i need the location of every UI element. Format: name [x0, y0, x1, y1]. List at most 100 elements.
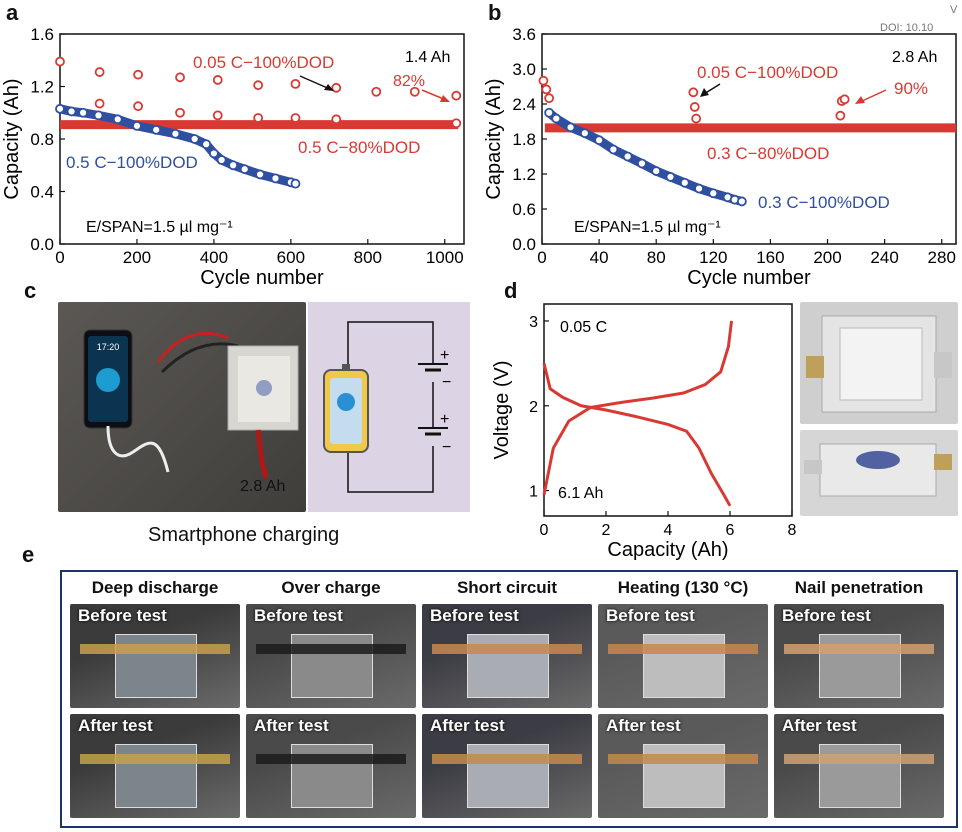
pouch-cell-photo-bottom [800, 430, 958, 516]
series-a-005c-point-5 [175, 72, 185, 83]
test-photo-tag-before: Before test [430, 606, 519, 625]
series-b-100dod-point-0 [544, 107, 555, 118]
test-photo-tag-before: Before test [606, 606, 695, 625]
series-a-100dod-point-0 [55, 103, 65, 114]
x-tick-label-1: 40 [590, 248, 609, 267]
y-tick-label-0: 0.0 [30, 235, 54, 254]
y-tick-label-6: 3.6 [512, 25, 536, 44]
series-b-100dod-point-3 [579, 128, 590, 139]
annotation-rate: 0.05 C [560, 319, 607, 336]
electrode-lead-shape [256, 644, 406, 654]
panel-label-b: b [488, 0, 502, 25]
plus-sign-1: + [440, 347, 449, 364]
x-tick-label-2: 4 [664, 522, 673, 539]
annotation-capacity: 2.8 Ah [892, 49, 937, 66]
x-tick-label-3: 600 [277, 248, 305, 267]
series-a-100dod-point-13 [239, 164, 250, 175]
phone-time: 17:20 [97, 342, 120, 352]
x-tick-label-1: 200 [123, 248, 151, 267]
electrode-lead-shape [784, 644, 934, 654]
y-tick-label-1: 0.4 [30, 183, 54, 202]
circuit-diagram: + − + − [308, 302, 470, 512]
x-tick-label-7: 280 [928, 248, 956, 267]
x-tick-label-1: 2 [602, 522, 611, 539]
x-tick-label-5: 200 [813, 248, 841, 267]
series-a-005c-point-9 [253, 80, 264, 91]
y-tick-label-5: 3.0 [512, 60, 536, 79]
series-a-100dod-point-10 [209, 148, 219, 159]
series-b-100dod-band [544, 108, 747, 206]
arrowhead-retention [855, 96, 865, 104]
series-b-100dod-point-10 [679, 177, 690, 188]
x-tick-label-0: 0 [540, 522, 549, 539]
series-b-005c-point-5 [691, 113, 702, 124]
test-title-0: Deep discharge [91, 578, 219, 597]
safety-tests-panel: Deep discharge Before test After test Over … [60, 570, 958, 828]
arrow-retention [859, 89, 887, 103]
minus-sign-1: − [442, 374, 451, 391]
electrode-lead-shape [608, 754, 758, 764]
corner-mark: V [950, 4, 958, 16]
panel-label-c: c [24, 278, 37, 303]
test-photo-tag-after: After test [606, 716, 681, 735]
series-a-005c-point-7 [212, 75, 223, 85]
series-a-100dod-point-12 [228, 160, 239, 171]
x-tick-label-4: 800 [354, 248, 382, 267]
x-tick-label-0: 0 [537, 248, 546, 267]
y-tick-label-2: 0.8 [30, 130, 54, 149]
electrode-lead-shape [80, 754, 230, 764]
test-photo-tag-before: Before test [78, 606, 167, 625]
series-b-100dod-point-6 [622, 151, 633, 162]
series-a-005c-point-0 [55, 56, 65, 67]
panel-label-d: d [504, 278, 518, 303]
smartphone-charging-photo: 17:20 2.8 Ah [58, 302, 306, 512]
series-a-005c-point-12 [290, 113, 301, 123]
test-title-4: Nail penetration [794, 578, 924, 597]
series-a-005c-point-11 [290, 78, 301, 89]
arrowhead-005c [700, 88, 709, 97]
test-photo-4-before: Before test [774, 604, 944, 708]
test-title-2: Short circuit [456, 578, 558, 597]
x-tick-label-0: 0 [55, 248, 64, 267]
series-b-005c-point-8 [839, 94, 850, 105]
battery-capacity-label: 2.8 Ah [240, 478, 286, 495]
series-a-100dod-point-5 [132, 120, 142, 131]
test-photo-tag-after: After test [430, 716, 505, 735]
annotation-05c-80: 0.5 C−80%DOD [298, 138, 420, 157]
test-title-3: Heating (130 °C) [617, 578, 749, 597]
y-tick-label-1: 0.6 [512, 200, 536, 219]
annotation-005c: 0.05 C−100%DOD [697, 63, 838, 82]
series-a-100dod-point-1 [66, 106, 77, 117]
y-tick-label-0: 0.0 [512, 235, 536, 254]
y-tick-label-3: 1.2 [30, 78, 54, 97]
x-tick-label-2: 400 [200, 248, 228, 267]
series-b-100dod-point-9 [665, 172, 676, 182]
electrode-lead-shape [80, 644, 230, 654]
series-a-005c-point-10 [253, 113, 264, 123]
y-tick-label-2: 1.2 [512, 165, 536, 184]
series-b-100dod-point-11 [694, 183, 704, 194]
annotation-formulation: E/SPAN=1.5 µl mg⁻¹ [574, 219, 721, 236]
chart-b: 0 40 80 120 160 200 240 280 0.0 0.6 1.2 1.8 2.4 3.0 3.… [483, 25, 957, 289]
y-tick-label-4: 1.6 [30, 25, 54, 44]
arrowhead-005c [324, 84, 334, 91]
electrode-lead-shape [432, 754, 582, 764]
y-tick-label-3: 1.8 [512, 130, 536, 149]
test-photo-3-before: Before test [598, 604, 768, 708]
doi-text: DOI: 10.10 [880, 22, 934, 34]
smartphone-caption: Smartphone charging [148, 524, 340, 546]
series-a-100dod-point-3 [93, 110, 104, 121]
annotation-capacity: 1.4 Ah [405, 49, 450, 66]
y-tick-label-0: 1 [529, 484, 538, 501]
test-photo-tag-after: After test [254, 716, 329, 735]
series-b-100dod-point-2 [565, 122, 576, 133]
test-photo-tag-before: Before test [782, 606, 871, 625]
series-a-100dod-point-8 [189, 134, 200, 144]
series-a-100dod-point-15 [270, 173, 281, 184]
test-photo-3-after: After test [598, 714, 768, 818]
annotation-retention: 82% [393, 73, 425, 90]
series-d-discharge-line [542, 363, 732, 507]
y-axis-label: Voltage (V) [491, 361, 513, 460]
series-a-005c-point-15 [371, 86, 382, 97]
series-b-100dod-point-1 [551, 113, 562, 124]
